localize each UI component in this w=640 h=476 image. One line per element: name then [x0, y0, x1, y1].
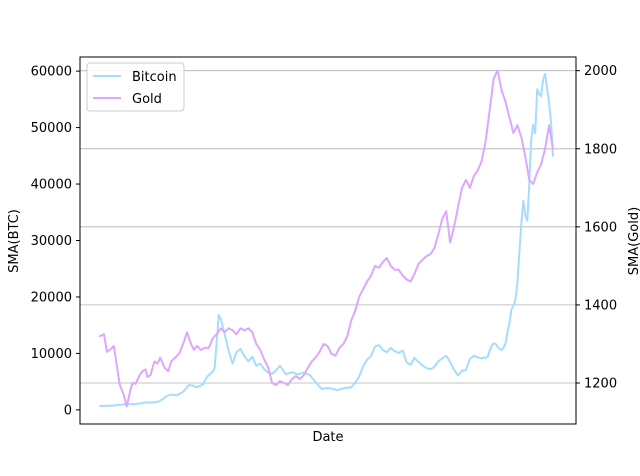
right-y-axis-title: SMA(Gold)	[627, 207, 640, 275]
right-tick-label-1: 1400	[584, 298, 617, 313]
legend-label-gold: Gold	[132, 92, 162, 107]
left-tick-label-2: 20000	[31, 290, 72, 305]
right-tick-label-0: 1200	[584, 377, 617, 392]
left-tick-label-6: 60000	[31, 65, 72, 80]
plot-frame	[79, 56, 577, 425]
right-tick-label-2: 1600	[584, 220, 617, 235]
left-y-axis: 0 10000 20000 30000 40000 50000 60000	[31, 65, 80, 418]
left-tick-label-3: 30000	[31, 234, 72, 249]
left-tick-label-5: 50000	[31, 121, 72, 136]
right-tick-label-3: 1800	[584, 142, 617, 157]
left-tick-label-4: 40000	[31, 178, 72, 193]
grid-lines	[80, 70, 576, 384]
legend: Bitcoin Gold	[86, 62, 185, 112]
left-tick-label-1: 10000	[31, 347, 72, 362]
x-axis-title: Date	[312, 430, 343, 445]
legend-label-bitcoin: Bitcoin	[132, 70, 177, 85]
right-y-axis: 1200 1400 1600 1800 2000	[576, 64, 617, 392]
series-layer	[99, 69, 554, 408]
series-line-bitcoin	[99, 72, 554, 407]
series-line-gold	[99, 69, 554, 408]
left-tick-label-0: 0	[64, 403, 72, 418]
left-y-axis-title: SMA(BTC)	[7, 209, 22, 273]
right-tick-label-4: 2000	[584, 64, 617, 79]
